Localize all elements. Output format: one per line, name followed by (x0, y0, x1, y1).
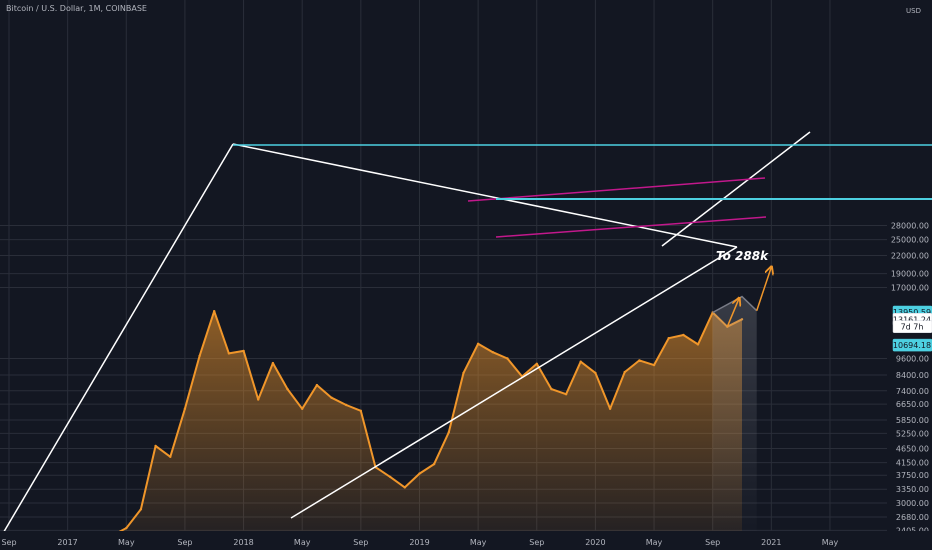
price-point (286, 387, 289, 391)
y-tick-label: 2405.00 (896, 526, 929, 535)
time-axis-background (0, 531, 932, 550)
price-point (550, 387, 553, 391)
price-point (345, 403, 348, 407)
price-point (638, 359, 641, 362)
price-point (271, 361, 275, 365)
projection-arrow-long (755, 267, 772, 311)
y-tick-label: 8400.00 (896, 371, 929, 380)
projection-arrow-short (726, 299, 739, 327)
trendline-support (290, 246, 738, 519)
price-tag-label: 13950.59 (893, 308, 931, 317)
price-tag-box (892, 338, 932, 352)
x-tick-label: Sep (353, 538, 368, 547)
x-tick-label: 2020 (585, 538, 605, 547)
price-point (330, 396, 333, 399)
price-point (491, 351, 494, 354)
price-point (359, 409, 362, 412)
y-tick-label: 22000.00 (891, 252, 929, 261)
trendline-descending (232, 143, 738, 248)
price-point (301, 407, 304, 410)
price-point (213, 310, 216, 313)
price-point (154, 444, 157, 448)
x-tick-label: May (822, 538, 839, 547)
price-tag-label: 7d 7h (901, 323, 924, 332)
price-point (623, 370, 626, 374)
x-tick-label: Sep (705, 538, 720, 547)
price-point (667, 337, 670, 340)
price-point (125, 526, 128, 530)
x-tick-label: May (470, 538, 487, 547)
projection-area (712, 296, 757, 531)
price-point (315, 383, 319, 387)
channel-upper-line (467, 177, 766, 202)
y-tick-label: 5250.00 (896, 429, 929, 438)
price-point (579, 360, 582, 363)
trendline-rise (1, 143, 234, 536)
y-tick-label: 6650.00 (896, 400, 929, 409)
time-axis[interactable]: Sep 2017 May Sep 2018 May Sep 2019 May Sep 2020 May… (0, 531, 932, 550)
price-point (682, 333, 685, 337)
price-point (183, 407, 187, 410)
price-point (169, 455, 172, 458)
x-tick-label: 2021 (761, 538, 781, 547)
x-tick-label: Sep (529, 538, 544, 547)
price-point (198, 354, 201, 358)
chart-title: Bitcoin / U.S. Dollar, 1M, COINBASE (6, 4, 147, 13)
projection-layer (712, 267, 772, 531)
price-point (564, 393, 568, 396)
price-point (389, 475, 392, 479)
price-point (506, 357, 509, 360)
price-point (476, 342, 480, 345)
price-point (257, 398, 260, 401)
annotations: To 288k (716, 249, 769, 263)
currency-label: USD (906, 7, 921, 15)
price-point (432, 462, 436, 466)
y-tick-label: 28000.00 (891, 222, 929, 231)
price-tag-label: 13161.24 (893, 315, 931, 324)
x-tick-label: 2017 (57, 538, 77, 547)
y-tick-label: 5850.00 (896, 416, 929, 425)
price-point (447, 431, 450, 434)
x-tick-label: 2019 (409, 538, 429, 547)
x-tick-label: May (118, 538, 135, 547)
price-point (139, 508, 143, 511)
price-point (535, 362, 538, 365)
channel-lower-line (495, 216, 767, 238)
price-point (242, 349, 245, 353)
price-tag-label: 10694.18 (893, 341, 931, 350)
y-tick-label: 3750.00 (896, 471, 929, 480)
y-tick-label: 4150.00 (896, 459, 929, 468)
y-tick-label: 4650.00 (896, 445, 929, 454)
y-tick-label: 17000.00 (891, 284, 929, 293)
x-tick-label: May (294, 538, 311, 547)
y-tick-label: 7400.00 (896, 387, 929, 396)
price-point (227, 352, 231, 355)
projection-outline (712, 295, 758, 314)
y-tick-label: 3000.00 (896, 499, 929, 508)
price-point (462, 371, 465, 375)
price-tag-box (892, 320, 932, 333)
price-point (696, 343, 700, 346)
x-tick-label: May (646, 538, 663, 547)
price-area-fill (96, 311, 742, 550)
annotation-text: To 288k (716, 249, 769, 263)
x-tick-label: Sep (1, 538, 16, 547)
price-point (594, 371, 597, 375)
price-point (403, 486, 406, 489)
y-tick-label: 2680.00 (896, 513, 929, 522)
drawing-layer[interactable] (1, 131, 932, 536)
trendline-channel (661, 131, 811, 247)
price-point (608, 407, 612, 410)
x-tick-label: 2018 (233, 538, 253, 547)
y-tick-label: 3350.00 (896, 485, 929, 494)
price-axis[interactable]: 2165.002405.002680.003000.003350.003750.… (891, 222, 929, 549)
y-tick-label: 25000.00 (891, 236, 929, 245)
x-tick-label: Sep (177, 538, 192, 547)
y-tick-label: 9600.00 (896, 355, 929, 364)
price-point (418, 472, 421, 475)
y-tick-label: 19000.00 (891, 270, 929, 279)
price-point (652, 363, 656, 367)
